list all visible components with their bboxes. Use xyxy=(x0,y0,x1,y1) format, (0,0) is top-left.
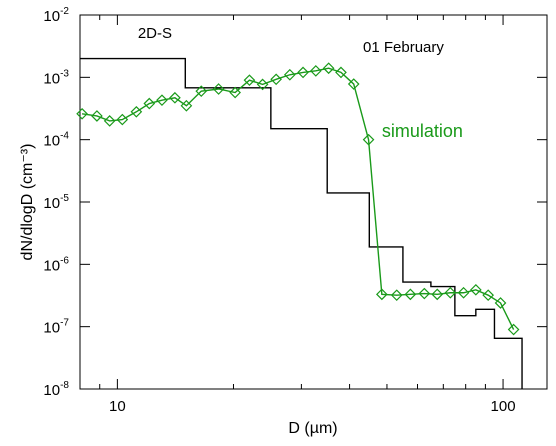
x-axis-title: D (µm) xyxy=(288,420,337,437)
simulation-point xyxy=(143,97,156,110)
series-label-simulation: simulation xyxy=(382,121,463,141)
simulation-point xyxy=(418,287,431,300)
simulation-point xyxy=(494,297,507,309)
simulation-point xyxy=(347,78,360,90)
y-axis-title: dN/dlogD (cm⁻³) xyxy=(19,144,36,261)
simulation-point xyxy=(195,85,208,98)
y-tick-label-base: 10 xyxy=(43,382,60,399)
text-layer: D (µm) dN/dlogD (cm⁻³) 01 February xyxy=(19,39,444,437)
simulation-point xyxy=(482,289,495,302)
simulation-line xyxy=(81,67,515,330)
y-tick-label-base: 10 xyxy=(43,320,60,337)
simulation-point xyxy=(297,66,309,79)
y-tick-label: 10-4 xyxy=(43,131,69,150)
y-tick-label: 10-3 xyxy=(43,68,69,87)
y-tick-label-exponent: -8 xyxy=(60,380,69,391)
y-tick-label: 10-2 xyxy=(43,6,69,25)
y-tick-label-exponent: -6 xyxy=(60,255,69,266)
simulation-point xyxy=(335,66,347,79)
step-series-layer: 2D-S xyxy=(80,25,523,389)
simulation-point xyxy=(457,286,470,299)
date-annotation: 01 February xyxy=(363,39,444,56)
simulation-point xyxy=(256,78,269,91)
simulation-point xyxy=(309,65,322,77)
y-tick-label-base: 10 xyxy=(43,70,60,87)
y-tick-label-exponent: -7 xyxy=(60,318,69,329)
simulation-point xyxy=(362,133,375,146)
y-tick-label: 10-8 xyxy=(43,380,69,399)
simulation-point xyxy=(156,94,168,107)
simulation-point xyxy=(390,289,403,302)
simulation-point xyxy=(283,68,296,81)
x-tick-label: 100 xyxy=(491,398,516,415)
y-tick-label: 10-7 xyxy=(43,318,69,337)
simulation-point xyxy=(270,73,282,86)
y-tick-label-base: 10 xyxy=(43,195,60,212)
simulation-point xyxy=(431,288,444,301)
y-tick-label-base: 10 xyxy=(43,133,60,150)
simulation-point xyxy=(243,74,256,87)
simulation-point xyxy=(91,110,103,122)
simulation-point xyxy=(76,107,88,120)
simulation-point xyxy=(130,105,143,118)
x-tick-label: 10 xyxy=(109,398,126,415)
simulation-point xyxy=(103,115,116,127)
simulation-point xyxy=(169,91,181,104)
y-tick-label-exponent: -5 xyxy=(60,193,69,204)
simulation-point xyxy=(469,283,482,296)
y-tick-label-exponent: -2 xyxy=(60,6,69,17)
simulation-point xyxy=(116,113,129,126)
step-series-line xyxy=(80,57,523,389)
y-tick-label-base: 10 xyxy=(43,257,60,274)
simulation-point xyxy=(322,62,335,75)
simulation-point xyxy=(229,86,241,99)
y-tick-label: 10-6 xyxy=(43,255,69,274)
simulation-point xyxy=(376,288,388,301)
y-tick-label-base: 10 xyxy=(43,8,60,25)
simulation-point xyxy=(180,99,193,112)
simulation-series-layer: simulation xyxy=(76,62,520,336)
simulation-point xyxy=(212,83,225,95)
y-tick-label: 10-5 xyxy=(43,193,69,212)
series-label-2d-s: 2D-S xyxy=(138,25,172,42)
simulation-point xyxy=(507,323,520,336)
y-tick-label-exponent: -3 xyxy=(60,68,69,79)
y-tick-label-exponent: -4 xyxy=(60,131,69,142)
simulation-point xyxy=(444,286,457,299)
simulation-point xyxy=(404,288,417,301)
